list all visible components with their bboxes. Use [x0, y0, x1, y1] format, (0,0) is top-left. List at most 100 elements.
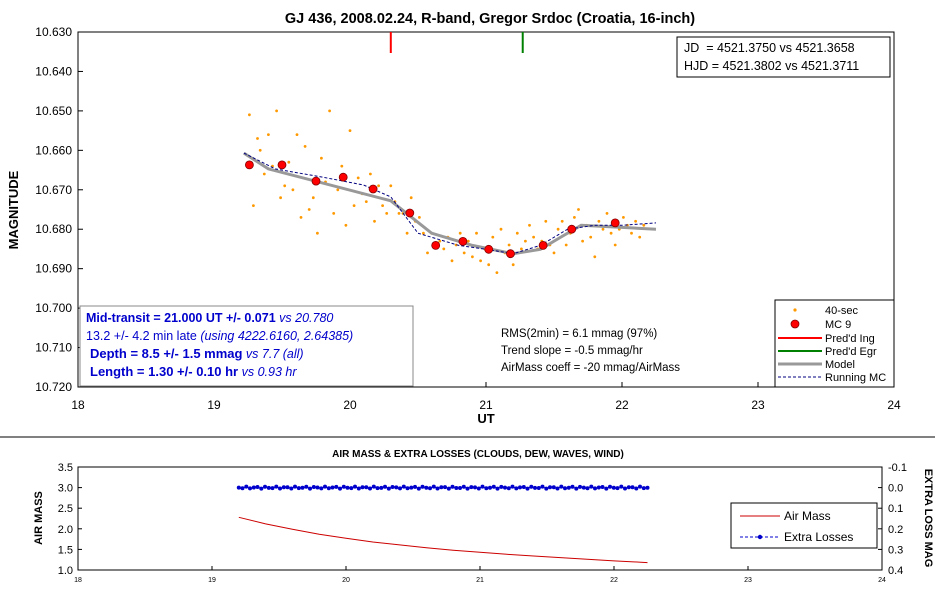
extra-loss-point: [454, 486, 459, 490]
extra-loss-point: [281, 485, 286, 490]
raw-point: [307, 208, 311, 211]
raw-point: [252, 204, 255, 208]
mc-point: [538, 240, 548, 250]
extra-loss-point: [398, 486, 402, 491]
raw-point: [487, 263, 491, 267]
raw-point: [642, 223, 646, 227]
predicted-markers: [389, 32, 524, 53]
extra-loss-point: [371, 484, 376, 489]
raw-point: [577, 208, 580, 211]
jd-box: [676, 36, 891, 78]
raw-point: [340, 164, 344, 168]
extra-loss-point: [645, 485, 650, 490]
trend-text: Trend slope = -0.5 mmag/hr: [501, 345, 643, 357]
extra-loss-point: [435, 486, 440, 491]
raw-point: [573, 216, 576, 219]
extra-loss-point: [300, 485, 305, 490]
extra-loss-point: [364, 485, 369, 490]
extra-loss-point: [563, 486, 567, 491]
extra-loss-point: [345, 485, 350, 490]
extra-loss-point: [555, 486, 560, 491]
legend-label-running-mc: Running MC: [825, 372, 886, 384]
bottom-right-y-axis: -0.1 0.0 0.1 0.2 0.3 0.4: [878, 462, 907, 577]
extra-loss-point: [488, 485, 492, 490]
extra-loss-point: [623, 486, 627, 491]
extra-loss-point: [311, 485, 316, 489]
length-value: Length = 1.30 +/- 0.10 hr: [90, 364, 238, 379]
raw-point: [613, 243, 617, 247]
extra-loss-point: [574, 486, 579, 491]
bottom-right-y-tick-label: -0.1: [888, 462, 907, 474]
mc-point: [405, 208, 415, 218]
extra-loss-point: [319, 486, 324, 491]
depth-value: Depth = 8.5 +/- 1.5 mmag: [90, 346, 243, 361]
raw-point: [495, 271, 499, 274]
top-y-tick-label: 10.650: [35, 104, 72, 118]
raw-point: [507, 243, 511, 247]
raw-point: [397, 212, 401, 215]
top-y-tick-label: 10.690: [35, 262, 72, 276]
top-legend: [774, 299, 895, 388]
top-y-tick-label: 10.720: [35, 380, 72, 394]
extra-loss-point: [600, 485, 605, 489]
raw-point: [328, 109, 331, 113]
mc-point: [244, 160, 254, 170]
extra-loss-point: [484, 486, 489, 491]
extra-loss-point: [244, 484, 249, 489]
raw-point: [442, 247, 446, 251]
raw-point: [552, 251, 556, 255]
extra-loss-point: [285, 485, 290, 490]
extra-loss-point: [641, 486, 646, 491]
extra-loss-point: [529, 484, 534, 489]
mc-points-series: [244, 160, 620, 259]
legend-marker-40sec: [793, 308, 797, 312]
mc-point: [458, 236, 468, 246]
legend-label-40sec: 40-sec: [825, 305, 859, 317]
extra-loss-point: [416, 486, 421, 491]
legend-marker-extra-losses: [757, 534, 763, 540]
late-ephemeris: (using 4222.6160, 2.64385): [200, 329, 353, 343]
rms-text: RMS(2min) = 6.1 mmag (97%): [501, 328, 657, 340]
bottom-x-tick-label: 21: [476, 577, 484, 584]
extra-loss-point: [510, 484, 515, 489]
top-y-tick-label: 10.630: [35, 25, 72, 39]
running-mc-series: [243, 152, 657, 255]
raw-point: [515, 231, 519, 235]
raw-point: [279, 196, 282, 200]
airmass-series: [238, 516, 648, 564]
raw-point: [520, 247, 523, 251]
extra-loss-point: [503, 485, 507, 490]
legend-marker-mc9: [790, 319, 800, 329]
extra-loss-point: [413, 484, 417, 489]
extra-loss-point: [390, 485, 395, 489]
raw-point: [418, 216, 421, 219]
extra-loss-point: [341, 484, 346, 489]
extra-loss-point: [465, 486, 470, 491]
raw-point: [320, 156, 323, 160]
late-text: 13.2 +/- 4.2 min late (using 4222.6160, …: [86, 329, 353, 343]
extra-loss-point: [375, 486, 380, 491]
raw-point: [491, 235, 495, 239]
bottom-left-y-axis-label: AIR MASS: [33, 491, 45, 545]
raw-point: [389, 184, 393, 188]
bottom-left-y-tick-label: 1.0: [58, 565, 73, 577]
raw-point: [369, 172, 372, 176]
raw-point: [258, 148, 262, 152]
extra-loss-point: [593, 486, 597, 491]
raw-point: [438, 239, 442, 243]
raw-point: [426, 251, 429, 255]
extra-loss-point: [248, 486, 252, 491]
extra-loss-point: [626, 485, 631, 490]
top-x-tick-label: 23: [751, 398, 765, 412]
extra-loss-point: [578, 484, 582, 489]
extra-loss-point: [420, 484, 425, 489]
bottom-left-y-tick-label: 1.5: [58, 544, 73, 556]
extra-loss-point: [356, 486, 361, 491]
raw-point: [638, 235, 642, 239]
extra-loss-point: [236, 485, 241, 490]
mc-point: [338, 172, 348, 182]
extra-loss-point: [401, 484, 406, 489]
extra-loss-point: [473, 485, 477, 490]
raw-point: [511, 263, 515, 267]
extra-loss-point: [251, 485, 256, 490]
